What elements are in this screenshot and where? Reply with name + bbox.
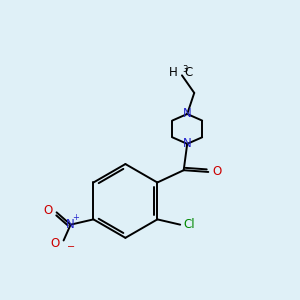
Text: H: H	[169, 66, 178, 79]
Text: +: +	[73, 213, 79, 222]
Text: O: O	[212, 166, 222, 178]
Text: Cl: Cl	[183, 218, 195, 231]
Text: O: O	[44, 204, 53, 217]
Text: N: N	[66, 218, 75, 231]
Text: C: C	[185, 66, 193, 79]
Text: N: N	[183, 107, 192, 121]
Text: −: −	[67, 242, 75, 252]
Text: 3: 3	[182, 65, 187, 74]
Text: N: N	[183, 137, 192, 150]
Text: O: O	[51, 238, 60, 250]
